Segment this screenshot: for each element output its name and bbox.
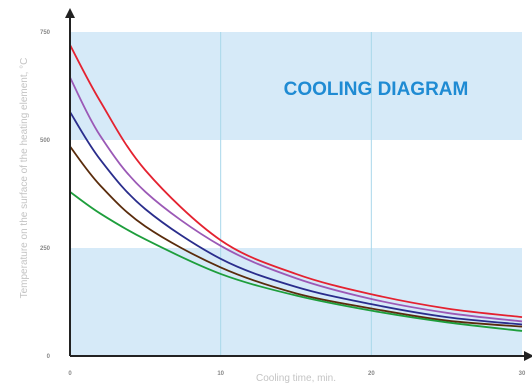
chart-title: COOLING DIAGRAM bbox=[284, 79, 469, 100]
y-axis-arrow bbox=[65, 8, 75, 18]
series-line-4 bbox=[69, 191, 523, 332]
band-1 bbox=[70, 32, 522, 140]
axes bbox=[65, 8, 532, 361]
x-tick-label-30: 30 bbox=[519, 371, 526, 377]
y-axis-title: Temperature on the surface of the heatin… bbox=[19, 58, 30, 299]
band-0 bbox=[70, 248, 522, 356]
series-line-0 bbox=[69, 44, 523, 319]
series-line-2 bbox=[69, 111, 523, 326]
series-line-3 bbox=[69, 145, 523, 328]
y-tick-label-0: 0 bbox=[47, 354, 51, 360]
background-bands bbox=[70, 32, 522, 356]
y-tick-label-750: 750 bbox=[40, 30, 51, 36]
tick-labels: 0 10 20 30 0 250 500 750 bbox=[40, 30, 526, 377]
x-tick-label-20: 20 bbox=[368, 371, 375, 377]
x-axis-arrow bbox=[524, 351, 532, 361]
x-tick-label-10: 10 bbox=[217, 371, 224, 377]
x-tick-label-0: 0 bbox=[68, 371, 72, 377]
series-lines bbox=[69, 44, 523, 332]
y-tick-label-500: 500 bbox=[40, 138, 51, 144]
y-tick-label-250: 250 bbox=[40, 246, 51, 252]
vertical-gridlines bbox=[220, 32, 372, 356]
series-line-1 bbox=[69, 76, 523, 323]
x-axis-title: Cooling time, min. bbox=[256, 373, 336, 383]
